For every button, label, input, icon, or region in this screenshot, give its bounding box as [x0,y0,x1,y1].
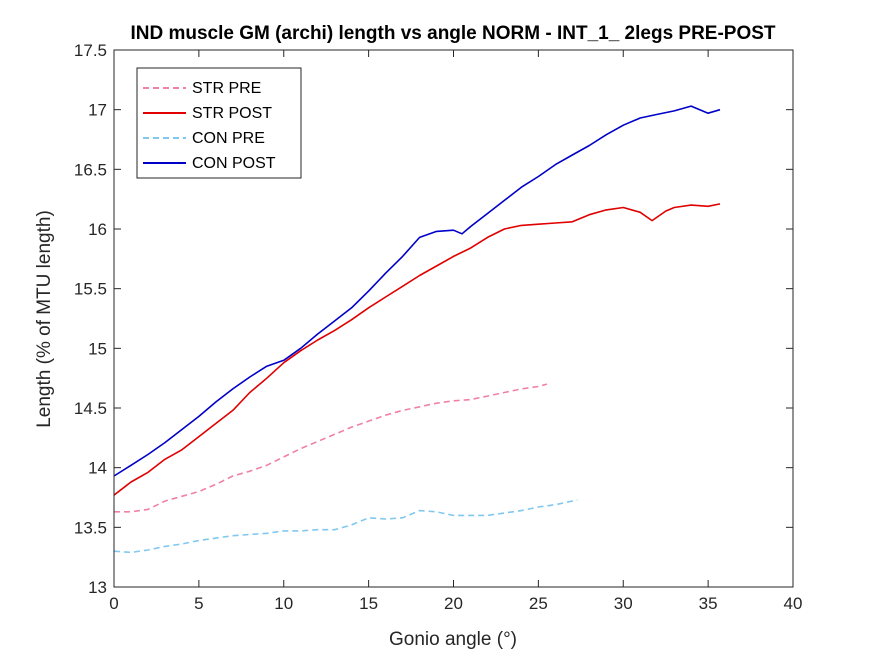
y-tick-label: 16 [88,220,107,239]
legend-label-str-post: STR POST [192,105,272,122]
legend-label-con-pre: CON PRE [192,130,265,147]
x-tick-label: 0 [109,594,118,613]
x-tick-label: 25 [529,594,548,613]
y-tick-label: 14.5 [74,399,107,418]
y-tick-label: 17 [88,101,107,120]
legend-label-str-pre: STR PRE [192,80,261,97]
x-tick-label: 40 [784,594,803,613]
x-tick-label: 30 [614,594,633,613]
x-tick-label: 20 [444,594,463,613]
series-layer [113,105,721,554]
y-tick-label: 13.5 [74,518,107,537]
x-tick-label: 35 [699,594,718,613]
legend-items: STR PRE STR POST CON PRE CON POST [143,80,276,172]
legend: STR PRE STR POST CON PRE CON POST [136,67,302,179]
series-line-str-post [113,203,721,496]
x-axis-ticks: 0 5 10 15 20 25 30 35 40 [109,50,802,613]
y-tick-label: 14 [88,459,107,478]
y-tick-label: 16.5 [74,160,107,179]
y-tick-label: 13 [88,578,107,597]
y-axis-ticks: 13 13.5 14 14.5 15 15.5 16 16.5 17 17.5 [74,41,793,597]
legend-label-con-post: CON POST [192,155,276,172]
y-tick-label: 15.5 [74,280,107,299]
x-tick-label: 15 [359,594,378,613]
legend-box [136,67,302,179]
series-line-str-pre [114,383,548,513]
x-axis-label: Gonio angle (°) [389,629,517,650]
y-tick-label: 15 [88,339,107,358]
series-line-con-pre [113,499,578,554]
series-line-con-post [113,105,721,477]
x-tick-label: 5 [194,594,203,613]
y-tick-label: 17.5 [74,41,107,60]
x-tick-label: 10 [274,594,293,613]
y-axis-label: Length (% of MTU length) [34,210,55,428]
chart-title: IND muscle GM (archi) length vs angle NO… [130,23,775,44]
